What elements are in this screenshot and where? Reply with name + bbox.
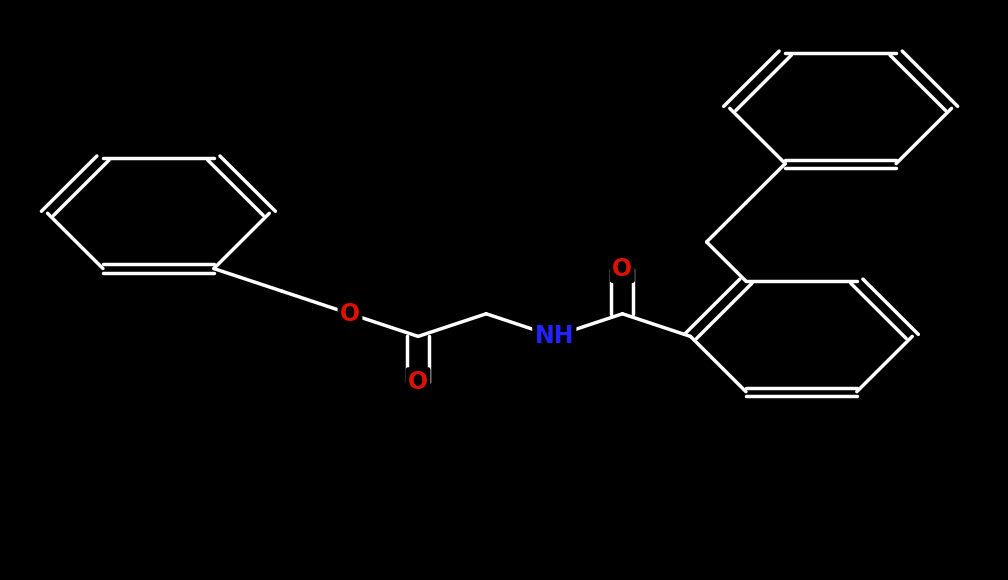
Text: O: O [340, 302, 360, 326]
Text: NH: NH [534, 324, 574, 349]
Text: O: O [408, 369, 428, 394]
Text: O: O [612, 256, 632, 281]
